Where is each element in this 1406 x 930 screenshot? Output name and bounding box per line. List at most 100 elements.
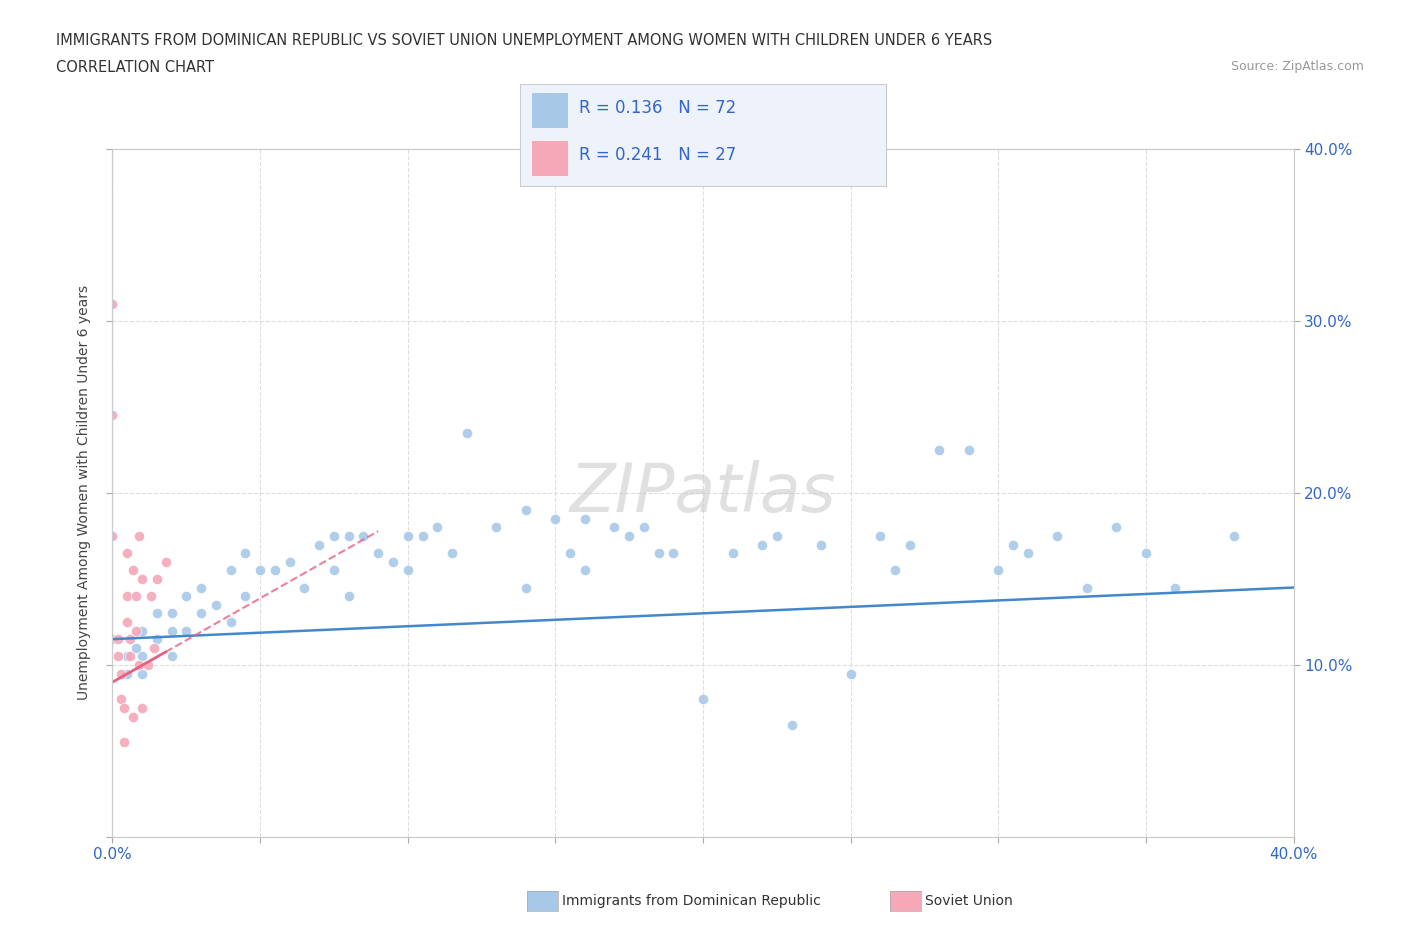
Point	[898, 538, 921, 552]
Point	[485, 520, 508, 535]
Point	[633, 520, 655, 535]
Bar	[531, 140, 568, 176]
Point	[233, 589, 256, 604]
Point	[117, 546, 138, 561]
Point	[112, 735, 135, 750]
Point	[619, 528, 641, 543]
Point	[1017, 546, 1039, 561]
Point	[1001, 538, 1024, 552]
Point	[128, 658, 150, 672]
Point	[928, 443, 950, 458]
Point	[292, 580, 315, 595]
Point	[1076, 580, 1098, 595]
Point	[692, 692, 714, 707]
Point	[120, 649, 142, 664]
Point	[219, 563, 242, 578]
Point	[352, 528, 374, 543]
Point	[117, 615, 138, 630]
Point	[101, 528, 124, 543]
Point	[131, 700, 153, 715]
Point	[574, 512, 596, 526]
Point	[987, 563, 1010, 578]
Point	[142, 641, 165, 656]
Point	[441, 546, 464, 561]
Text: Soviet Union: Soviet Union	[925, 894, 1012, 909]
Point	[574, 563, 596, 578]
Point	[1135, 546, 1157, 561]
Point	[810, 538, 832, 552]
Point	[308, 538, 330, 552]
Point	[101, 408, 124, 423]
Point	[205, 597, 228, 612]
Point	[1046, 528, 1069, 543]
Point	[160, 623, 183, 638]
Point	[131, 572, 153, 587]
Point	[160, 649, 183, 664]
Point	[456, 425, 478, 440]
Point	[323, 563, 346, 578]
Point	[766, 528, 789, 543]
Point	[278, 554, 301, 569]
Y-axis label: Unemployment Among Women with Children Under 6 years: Unemployment Among Women with Children U…	[77, 286, 91, 700]
Point	[128, 528, 150, 543]
Point	[544, 512, 567, 526]
Point	[101, 297, 124, 312]
Point	[146, 572, 169, 587]
Point	[957, 443, 980, 458]
Text: R = 0.136   N = 72: R = 0.136 N = 72	[579, 100, 735, 117]
Point	[117, 666, 138, 681]
Point	[190, 580, 212, 595]
Point	[160, 606, 183, 621]
Point	[174, 589, 197, 604]
Text: R = 0.241   N = 27: R = 0.241 N = 27	[579, 146, 735, 165]
Point	[884, 563, 907, 578]
Point	[117, 649, 138, 664]
Point	[110, 692, 132, 707]
Point	[107, 631, 129, 646]
Text: CORRELATION CHART: CORRELATION CHART	[56, 60, 214, 75]
Point	[264, 563, 287, 578]
Point	[112, 700, 135, 715]
Point	[869, 528, 891, 543]
Point	[136, 658, 159, 672]
Point	[558, 546, 582, 561]
Bar	[531, 92, 568, 127]
Point	[125, 641, 148, 656]
Point	[125, 589, 148, 604]
Point	[337, 589, 360, 604]
Point	[1105, 520, 1128, 535]
Text: Immigrants from Dominican Republic: Immigrants from Dominican Republic	[562, 894, 821, 909]
Point	[662, 546, 685, 561]
Text: ZIPatlas: ZIPatlas	[569, 460, 837, 525]
Point	[426, 520, 449, 535]
Point	[780, 718, 803, 733]
Point	[122, 710, 145, 724]
Point	[721, 546, 744, 561]
Point	[249, 563, 271, 578]
Point	[647, 546, 671, 561]
Point	[515, 580, 537, 595]
Point	[603, 520, 626, 535]
Point	[411, 528, 433, 543]
Point	[174, 623, 197, 638]
Point	[155, 554, 177, 569]
Point	[396, 563, 419, 578]
Point	[146, 631, 169, 646]
Point	[107, 649, 129, 664]
Point	[131, 623, 153, 638]
Point	[337, 528, 360, 543]
Point	[117, 589, 138, 604]
Point	[131, 666, 153, 681]
Point	[120, 631, 142, 646]
Point	[839, 666, 862, 681]
Point	[125, 623, 148, 638]
Point	[323, 528, 346, 543]
Point	[110, 666, 132, 681]
Point	[396, 528, 419, 543]
Point	[101, 631, 124, 646]
Point	[382, 554, 405, 569]
Point	[515, 503, 537, 518]
Point	[219, 615, 242, 630]
Point	[1164, 580, 1187, 595]
Point	[122, 563, 145, 578]
